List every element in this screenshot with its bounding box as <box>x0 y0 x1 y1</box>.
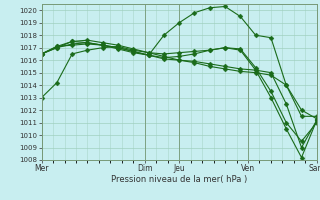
X-axis label: Pression niveau de la mer( hPa ): Pression niveau de la mer( hPa ) <box>111 175 247 184</box>
